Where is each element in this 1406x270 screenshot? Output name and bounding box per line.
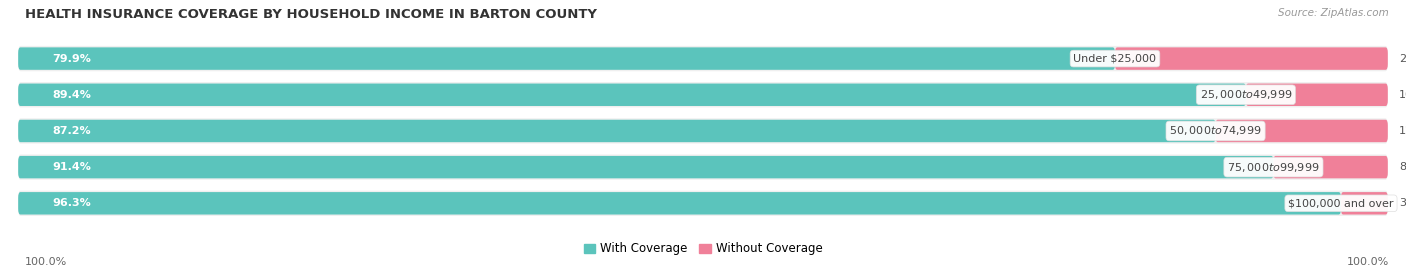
FancyBboxPatch shape <box>18 47 1115 70</box>
FancyBboxPatch shape <box>18 192 1341 215</box>
Text: 89.4%: 89.4% <box>52 90 91 100</box>
Text: $75,000 to $99,999: $75,000 to $99,999 <box>1227 161 1320 174</box>
Text: $50,000 to $74,999: $50,000 to $74,999 <box>1170 124 1261 137</box>
Text: 79.9%: 79.9% <box>52 53 91 64</box>
Text: 20.1%: 20.1% <box>1399 53 1406 64</box>
Text: 96.3%: 96.3% <box>52 198 91 208</box>
Text: 8.6%: 8.6% <box>1399 162 1406 172</box>
Text: $100,000 and over: $100,000 and over <box>1288 198 1393 208</box>
Text: 100.0%: 100.0% <box>25 257 67 267</box>
FancyBboxPatch shape <box>18 156 1274 178</box>
FancyBboxPatch shape <box>1246 83 1388 106</box>
FancyBboxPatch shape <box>18 46 1388 71</box>
Text: Source: ZipAtlas.com: Source: ZipAtlas.com <box>1278 8 1389 18</box>
FancyBboxPatch shape <box>1341 192 1388 215</box>
Text: Under $25,000: Under $25,000 <box>1074 53 1157 64</box>
FancyBboxPatch shape <box>18 118 1388 144</box>
FancyBboxPatch shape <box>18 154 1388 180</box>
Text: 10.6%: 10.6% <box>1399 90 1406 100</box>
Text: 87.2%: 87.2% <box>52 126 91 136</box>
FancyBboxPatch shape <box>18 83 1246 106</box>
Text: HEALTH INSURANCE COVERAGE BY HOUSEHOLD INCOME IN BARTON COUNTY: HEALTH INSURANCE COVERAGE BY HOUSEHOLD I… <box>25 8 598 21</box>
Text: 12.8%: 12.8% <box>1399 126 1406 136</box>
FancyBboxPatch shape <box>1115 47 1388 70</box>
Text: 100.0%: 100.0% <box>1347 257 1389 267</box>
FancyBboxPatch shape <box>18 120 1216 142</box>
FancyBboxPatch shape <box>1216 120 1388 142</box>
FancyBboxPatch shape <box>1274 156 1388 178</box>
FancyBboxPatch shape <box>18 82 1388 107</box>
FancyBboxPatch shape <box>18 191 1388 216</box>
Legend: With Coverage, Without Coverage: With Coverage, Without Coverage <box>583 242 823 255</box>
Text: 3.7%: 3.7% <box>1399 198 1406 208</box>
Text: $25,000 to $49,999: $25,000 to $49,999 <box>1199 88 1292 101</box>
Text: 91.4%: 91.4% <box>52 162 91 172</box>
